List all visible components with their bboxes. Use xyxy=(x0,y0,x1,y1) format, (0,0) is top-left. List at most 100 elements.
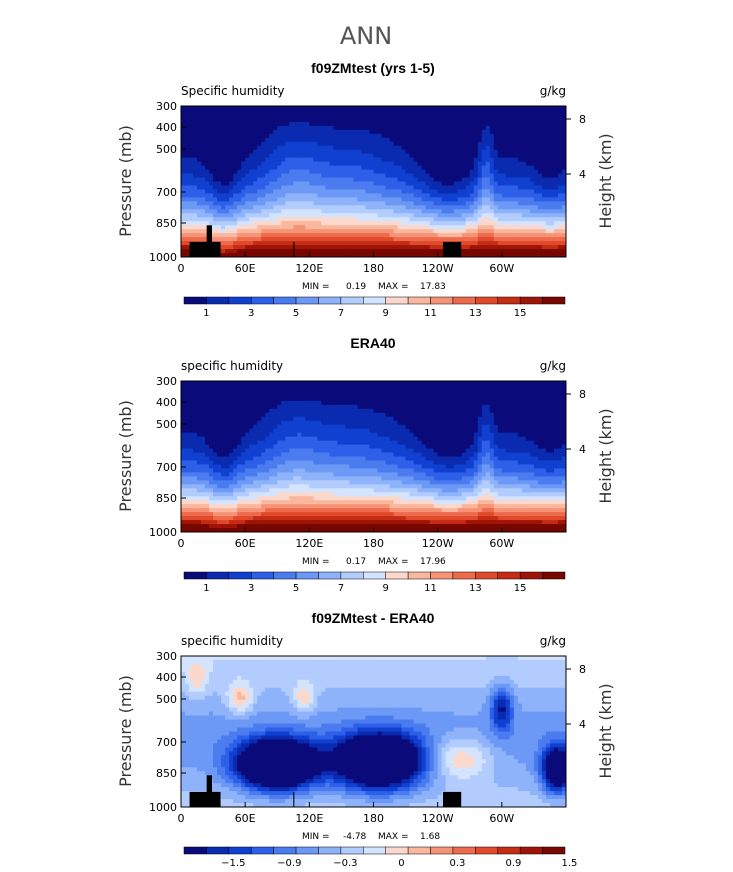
contour-cell xyxy=(241,209,246,214)
contour-cell xyxy=(245,225,250,230)
contour-cell xyxy=(385,241,391,246)
contour-cell xyxy=(533,209,539,214)
contour-cell xyxy=(509,185,515,191)
contour-cell xyxy=(429,221,435,226)
contour-cell xyxy=(233,432,238,438)
contour-cell xyxy=(261,424,266,430)
contour-cell xyxy=(313,237,318,242)
contour-cell xyxy=(513,245,519,250)
contour-cell xyxy=(473,149,479,155)
contour-cell xyxy=(549,133,555,139)
contour-cell xyxy=(441,205,447,210)
colorbar-swatch xyxy=(430,296,454,305)
contour-cell xyxy=(441,106,447,111)
contour-cell xyxy=(429,396,435,402)
contour-cell xyxy=(413,428,419,434)
contour-cell xyxy=(185,381,190,386)
contour-cell xyxy=(465,129,471,135)
contour-cell xyxy=(217,408,222,414)
contour-cell xyxy=(401,125,407,131)
contour-cell xyxy=(193,381,198,386)
contour-cell xyxy=(265,400,270,406)
contour-cell xyxy=(541,253,547,257)
contour-cell xyxy=(453,189,459,195)
contour-cell xyxy=(473,237,479,242)
contour-cell xyxy=(433,106,439,111)
colorbar-label: 5 xyxy=(293,308,299,319)
contour-cell xyxy=(473,209,479,214)
contour-cell xyxy=(529,217,535,222)
contour-cell xyxy=(241,225,246,230)
contour-cell xyxy=(249,424,254,430)
contour-cell xyxy=(529,201,535,206)
contour-cell xyxy=(461,185,467,191)
contour-cell xyxy=(505,169,511,175)
contour-cell xyxy=(457,133,463,139)
contour-cell xyxy=(185,125,190,131)
contour-cell xyxy=(305,129,310,135)
contour-cell xyxy=(305,237,310,242)
contour-cell xyxy=(313,149,318,155)
contour-cell xyxy=(229,221,234,226)
contour-cell xyxy=(533,173,539,179)
contour-cell xyxy=(333,193,339,198)
contour-cell xyxy=(245,149,250,155)
contour-cell xyxy=(341,165,347,171)
contour-cell xyxy=(185,121,190,127)
contour-cell xyxy=(541,153,547,159)
contour-cell xyxy=(517,129,523,135)
contour-cell xyxy=(297,229,302,234)
contour-cell xyxy=(373,201,379,206)
contour-cell xyxy=(181,185,186,191)
contour-cell xyxy=(329,201,334,206)
contour-cell xyxy=(405,217,411,222)
contour-cell xyxy=(221,141,226,147)
contour-cell xyxy=(341,404,347,410)
contour-cell xyxy=(513,181,519,187)
contour-cell xyxy=(357,213,363,218)
contour-cell xyxy=(525,241,531,246)
contour-cell xyxy=(425,201,431,206)
contour-cell xyxy=(425,137,431,143)
contour-cell xyxy=(513,205,519,210)
contour-cell xyxy=(541,129,547,135)
contour-cell xyxy=(321,161,326,167)
contour-cell xyxy=(353,428,359,434)
contour-cell xyxy=(237,400,242,406)
contour-cell xyxy=(381,209,387,214)
contour-cell xyxy=(389,400,395,406)
contour-cell xyxy=(433,420,439,426)
contour-cell xyxy=(289,253,294,257)
contour-cell xyxy=(341,129,347,135)
contour-cell xyxy=(449,396,455,402)
contour-cell xyxy=(357,173,363,179)
contour-cell xyxy=(541,404,547,410)
contour-cell xyxy=(305,137,310,143)
contour-cell xyxy=(417,165,423,171)
colorbar-label: 1 xyxy=(203,308,209,319)
contour-cell xyxy=(505,197,511,202)
contour-cell xyxy=(401,221,407,226)
contour-cell xyxy=(201,213,206,218)
contour-cell xyxy=(517,201,523,206)
contour-cell xyxy=(481,106,487,111)
contour-cell xyxy=(337,424,343,430)
contour-cell xyxy=(493,225,499,230)
contour-cell xyxy=(253,381,258,386)
contour-cell xyxy=(385,185,391,191)
contour-cell xyxy=(469,253,475,257)
contour-cell xyxy=(301,428,306,434)
contour-cell xyxy=(345,233,351,238)
contour-cell xyxy=(517,193,523,198)
contour-cell xyxy=(425,193,431,198)
contour-cell xyxy=(309,161,314,167)
contour-cell xyxy=(365,217,371,222)
contour-cell xyxy=(505,404,511,410)
contour-cell xyxy=(205,106,210,111)
contour-cell xyxy=(429,157,435,163)
contour-cell xyxy=(325,241,330,246)
contour-cell xyxy=(405,125,411,131)
contour-cell xyxy=(285,106,290,111)
contour-cell xyxy=(221,221,226,226)
contour-cell xyxy=(325,381,330,386)
